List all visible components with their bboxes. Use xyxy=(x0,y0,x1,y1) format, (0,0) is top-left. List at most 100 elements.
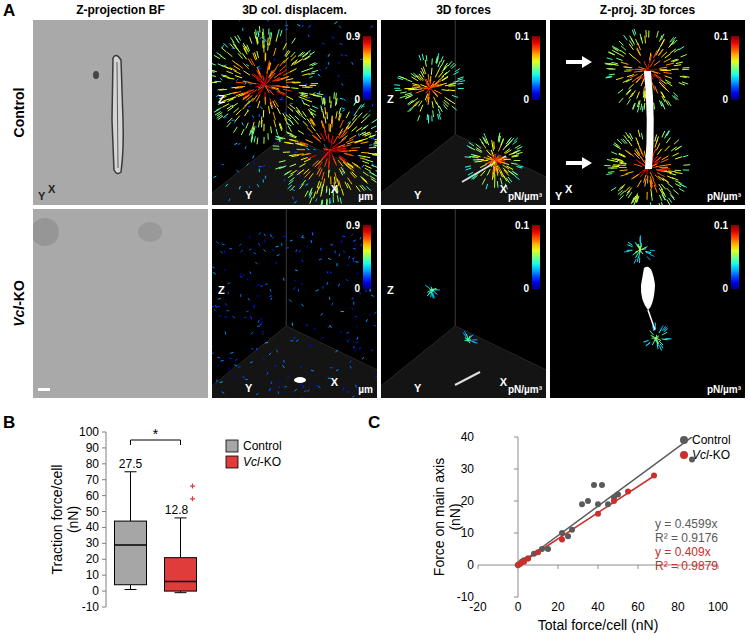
force-vector xyxy=(278,391,279,394)
force-vector xyxy=(482,142,486,148)
axis-letter: Z xyxy=(387,284,394,296)
force-vector xyxy=(683,169,689,170)
force-vector xyxy=(243,63,249,69)
force-vector xyxy=(256,30,257,36)
figure: AZ-projection BF3D col. displacem.3D for… xyxy=(0,0,750,636)
panel-label: C xyxy=(368,413,380,432)
force-vector xyxy=(269,38,271,45)
force-vector xyxy=(511,172,516,176)
force-vector xyxy=(673,190,678,195)
force-vector xyxy=(512,156,519,157)
force-vector xyxy=(230,352,233,353)
force-vector xyxy=(338,75,339,77)
force-vector xyxy=(412,87,420,88)
force-vector xyxy=(372,119,377,123)
force-vector xyxy=(309,94,316,95)
force-vector xyxy=(308,123,309,125)
force-vector xyxy=(306,140,313,143)
force-vector xyxy=(636,137,639,144)
box xyxy=(115,521,147,585)
force-vector xyxy=(438,76,444,81)
force-vector xyxy=(306,324,307,326)
force-vector xyxy=(343,251,345,253)
force-vector xyxy=(683,155,689,157)
force-vector xyxy=(500,170,503,177)
force-vector xyxy=(453,72,458,75)
force-vector xyxy=(659,167,667,169)
force-vector xyxy=(375,140,377,141)
force-vector xyxy=(646,252,651,254)
force-vector xyxy=(650,250,655,251)
force-vector xyxy=(509,152,516,155)
point xyxy=(559,536,565,542)
force-vector xyxy=(431,292,432,298)
force-vector xyxy=(671,69,678,70)
axis-letter: X xyxy=(331,376,339,388)
force-vector xyxy=(309,25,311,27)
force-vector xyxy=(257,284,260,286)
point xyxy=(585,498,591,504)
force-vector xyxy=(271,389,272,391)
tick xyxy=(514,437,518,438)
force-vector xyxy=(245,146,246,149)
axis-title: (nN) xyxy=(447,503,463,530)
force-vector xyxy=(283,365,285,368)
colorbar xyxy=(731,36,739,100)
force-vector xyxy=(400,96,406,98)
force-vector xyxy=(416,90,424,93)
force-vector xyxy=(325,158,328,166)
force-vector xyxy=(248,298,250,300)
force-vector xyxy=(296,111,301,116)
force-vector xyxy=(212,353,214,354)
force-vector xyxy=(476,144,481,148)
force-vector xyxy=(620,191,625,196)
force-vector xyxy=(435,71,438,78)
axis-title: Force on main axis xyxy=(431,458,447,576)
force-vector xyxy=(302,25,303,28)
force-vector xyxy=(362,357,364,359)
force-vector xyxy=(418,115,420,121)
force-vector xyxy=(645,30,646,37)
force-vector xyxy=(628,192,632,198)
force-vector xyxy=(345,182,348,188)
force-vector xyxy=(244,110,248,116)
force-vector xyxy=(224,251,225,254)
force-vector xyxy=(310,85,317,86)
force-vector xyxy=(361,177,367,182)
force-vector xyxy=(227,52,232,56)
force-vector xyxy=(367,186,371,190)
cell-tail xyxy=(648,310,655,330)
tick xyxy=(102,463,106,464)
force-vector xyxy=(352,112,353,114)
force-vector xyxy=(371,137,374,139)
force-vector xyxy=(671,147,677,151)
tick-label: -10 xyxy=(82,600,100,614)
force-vector xyxy=(665,76,672,79)
force-vector xyxy=(217,241,219,243)
force-vector xyxy=(349,135,356,139)
force-vector xyxy=(482,179,485,185)
force-vector xyxy=(221,251,223,253)
force-vector xyxy=(642,106,644,112)
cell xyxy=(455,372,480,385)
force-vector xyxy=(236,38,239,44)
force-vector xyxy=(323,124,325,132)
force-vector xyxy=(308,155,316,158)
force-vector xyxy=(631,90,635,97)
force-vector xyxy=(352,396,355,398)
force-vector xyxy=(290,103,293,105)
force-vector xyxy=(621,174,629,176)
tick-label: 60 xyxy=(86,489,100,503)
force-vector xyxy=(604,165,611,166)
significance: * xyxy=(153,426,159,442)
force-vector xyxy=(428,74,429,82)
force-vector xyxy=(336,263,337,266)
force-vector xyxy=(294,152,297,153)
force-vector xyxy=(305,191,308,197)
force-vector xyxy=(252,304,254,306)
force-vector xyxy=(366,319,368,322)
force-vector xyxy=(630,74,638,77)
force-vector xyxy=(218,298,221,300)
force-vector xyxy=(232,103,238,107)
force-vector xyxy=(273,249,274,251)
